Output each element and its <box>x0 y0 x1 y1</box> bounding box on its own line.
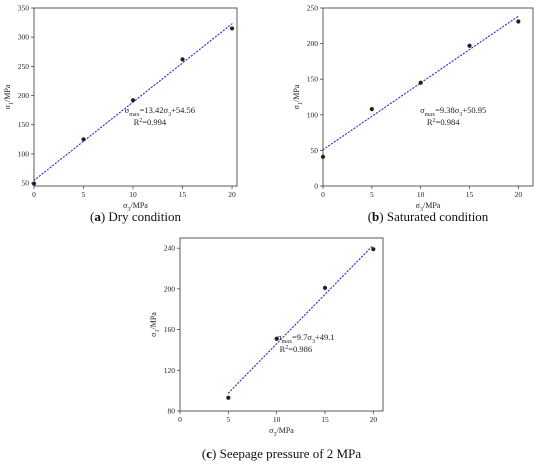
r-squared: R2=0.994 <box>134 117 167 127</box>
data-marks <box>320 15 521 159</box>
fit-equation: σmax=9.38σ3+50.95 <box>420 105 486 118</box>
data-point <box>322 285 328 290</box>
axis-ticks: 0 5 10 15 20 50 100 150 200 250 300 350 <box>18 4 238 199</box>
y-tick-label: 80 <box>168 407 176 416</box>
fit-equation: σmax=9.7σ3+49.1 <box>277 332 335 345</box>
x-tick-label: 15 <box>466 190 474 199</box>
data-point <box>81 137 86 142</box>
y-axis-label: σ1/MPa <box>3 84 15 109</box>
x-tick-label: 10 <box>129 190 137 199</box>
fit-equation: σmax=13.42σ3+54.56 <box>125 105 195 118</box>
fit-line <box>227 244 374 394</box>
y-axis-label: σ1/MPa <box>149 312 161 337</box>
plot-frame <box>33 7 238 187</box>
x-axis-label: σ3/MPa <box>123 201 148 213</box>
y-tick-label: 0 <box>314 182 318 191</box>
x-tick-label: 0 <box>178 415 182 424</box>
x-tick-label: 10 <box>417 190 425 199</box>
y-tick-label: 250 <box>18 62 30 71</box>
y-tick-label: 350 <box>18 4 30 13</box>
x-tick-label: 20 <box>515 190 523 199</box>
r-squared: R2=0.986 <box>280 344 313 354</box>
data-point <box>369 107 374 112</box>
y-tick-label: 100 <box>18 149 30 158</box>
data-point <box>467 43 472 48</box>
x-tick-label: 5 <box>82 190 86 199</box>
data-point <box>320 154 326 159</box>
fit-line <box>322 15 519 151</box>
data-point <box>180 57 185 62</box>
x-tick-label: 20 <box>228 190 236 199</box>
r-squared: R2=0.984 <box>427 117 460 127</box>
y-tick-label: 250 <box>307 4 319 13</box>
x-axis-label: σ3/MPa <box>269 426 294 438</box>
panel-dry-condition: 0 5 10 15 20 50 100 150 200 250 300 350 σ3/MPa σ1/M… <box>3 4 238 224</box>
y-tick-label: 200 <box>307 39 319 48</box>
y-tick-label: 50 <box>22 179 30 188</box>
data-point <box>418 80 423 85</box>
data-point <box>31 181 37 186</box>
x-tick-label: 5 <box>226 415 230 424</box>
y-axis-label: σ1/MPa <box>292 84 304 109</box>
x-tick-label: 15 <box>321 415 329 424</box>
y-tick-label: 200 <box>18 91 30 100</box>
panel-caption: (a) Dry condition <box>90 209 182 224</box>
x-tick-label: 0 <box>321 190 325 199</box>
y-tick-label: 150 <box>307 75 319 84</box>
axis-ticks: 0 5 10 15 20 80 120 160 200 240 <box>164 237 384 424</box>
data-marks <box>31 23 235 186</box>
data-point <box>226 395 231 400</box>
data-point <box>274 336 279 341</box>
y-tick-label: 160 <box>164 325 176 334</box>
plot-frame <box>322 7 534 187</box>
panel-caption: (b) Saturated condition <box>368 209 489 224</box>
y-tick-label: 150 <box>18 120 30 129</box>
data-point <box>130 98 136 103</box>
panel-seepage-pressure: 0 5 10 15 20 80 120 160 200 240 σ3/MPa σ1/MPa σma… <box>149 237 384 461</box>
y-tick-label: 240 <box>164 244 176 253</box>
data-marks <box>226 244 376 400</box>
y-tick-label: 100 <box>307 110 319 119</box>
x-axis-label: σ3/MPa <box>416 201 441 213</box>
data-point <box>371 247 376 252</box>
data-point <box>516 19 521 24</box>
panel-caption: (c) Seepage pressure of 2 MPa <box>202 446 361 461</box>
x-tick-label: 0 <box>32 190 36 199</box>
y-tick-label: 200 <box>164 284 176 293</box>
x-tick-label: 20 <box>370 415 378 424</box>
y-tick-label: 50 <box>311 146 319 155</box>
plot-frame <box>179 237 384 412</box>
x-tick-label: 5 <box>370 190 374 199</box>
data-point <box>229 26 235 31</box>
y-tick-label: 120 <box>164 366 176 375</box>
x-tick-label: 10 <box>273 415 281 424</box>
x-tick-label: 15 <box>179 190 187 199</box>
y-tick-label: 300 <box>18 33 30 42</box>
